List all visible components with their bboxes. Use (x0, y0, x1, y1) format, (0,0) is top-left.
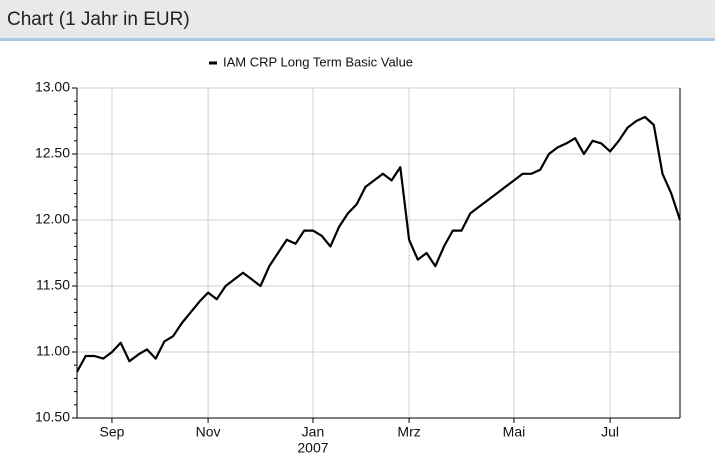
chart-title: Chart (1 Jahr in EUR) (7, 9, 190, 30)
x-year-label: 2007 (297, 440, 328, 456)
x-tick-label: Nov (196, 424, 221, 440)
y-tick-label: 11.00 (36, 343, 70, 359)
y-tick-label: 12.00 (35, 211, 70, 227)
x-tick-label: Jan (302, 424, 325, 440)
data-line (76, 115, 682, 373)
x-tick-label: Sep (99, 424, 124, 440)
x-tick-label: Jul (601, 424, 619, 440)
chart: 10.50 11.00 11.50 12.00 12.50 13.00 Sep Nov Jan2… (35, 54, 682, 456)
y-tick-label: 11.50 (36, 277, 70, 293)
header: Chart (1 Jahr in EUR) (0, 0, 715, 41)
legend-label: IAM CRP Long Term Basic Value (223, 54, 413, 69)
y-tick-label: 10.50 (35, 409, 70, 425)
x-tick-label: Mai (503, 424, 526, 440)
x-tick-label: Mrz (397, 424, 420, 440)
y-tick-label: 13.00 (35, 79, 70, 95)
y-tick-label: 12.50 (35, 145, 70, 161)
